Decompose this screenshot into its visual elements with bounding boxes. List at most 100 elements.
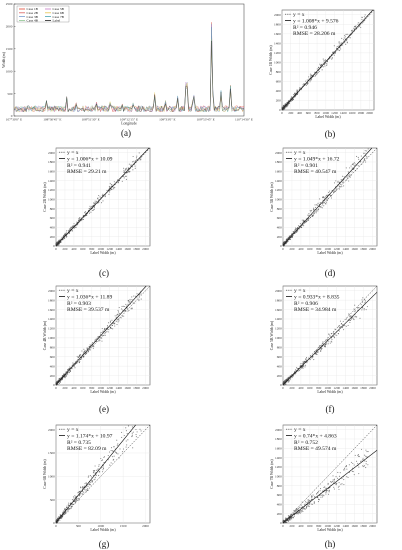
data-point bbox=[346, 476, 348, 478]
data-point bbox=[86, 347, 88, 349]
data-point bbox=[101, 195, 103, 197]
data-point bbox=[121, 431, 123, 433]
data-point bbox=[138, 300, 140, 302]
data-point bbox=[326, 198, 328, 200]
data-point bbox=[360, 304, 362, 306]
data-point bbox=[74, 226, 76, 228]
y-tick-label: 600 bbox=[277, 216, 282, 220]
data-point bbox=[325, 194, 327, 196]
panel-caption: (b) bbox=[325, 129, 336, 139]
data-point bbox=[316, 68, 318, 70]
data-point bbox=[324, 203, 327, 205]
x-tick-label: 1600 bbox=[351, 524, 358, 528]
x-tick-label: 2000 bbox=[369, 524, 376, 528]
data-point bbox=[321, 347, 323, 349]
data-point bbox=[341, 43, 343, 46]
data-point bbox=[295, 508, 297, 510]
legend-entry: Case 6B bbox=[53, 11, 65, 15]
data-point bbox=[67, 508, 69, 510]
data-point bbox=[354, 316, 356, 318]
data-point bbox=[128, 170, 130, 172]
data-point bbox=[90, 481, 92, 483]
y-tick-label: 0 bbox=[280, 244, 282, 248]
data-point bbox=[351, 317, 353, 319]
data-point bbox=[80, 217, 82, 219]
x-tick-label: 1800 bbox=[133, 247, 140, 251]
data-point bbox=[136, 293, 138, 295]
data-point bbox=[304, 507, 306, 510]
data-point bbox=[123, 315, 125, 317]
data-point bbox=[364, 150, 366, 152]
data-point bbox=[302, 367, 304, 369]
y-tick-label: 1800 bbox=[48, 298, 55, 302]
data-point bbox=[113, 446, 115, 448]
data-point bbox=[332, 479, 334, 481]
data-point bbox=[109, 321, 111, 323]
data-point bbox=[64, 377, 66, 379]
data-point bbox=[72, 496, 74, 498]
data-point bbox=[302, 511, 304, 513]
x-tick-label: 0 bbox=[281, 111, 283, 115]
y-tick-label: 200 bbox=[277, 374, 282, 378]
data-point bbox=[297, 513, 299, 515]
x-tick-label: 600 bbox=[80, 386, 85, 390]
data-point bbox=[310, 498, 313, 500]
data-point bbox=[341, 37, 343, 39]
data-point bbox=[73, 227, 75, 229]
data-point bbox=[93, 203, 95, 205]
data-point bbox=[363, 465, 365, 467]
data-point bbox=[139, 293, 141, 295]
data-point bbox=[72, 362, 74, 364]
data-point bbox=[102, 469, 104, 471]
data-point bbox=[123, 175, 125, 177]
data-point bbox=[318, 70, 321, 72]
plot-frame bbox=[13, 3, 245, 117]
data-point bbox=[102, 466, 104, 468]
x-axis-label: Label Width (m) bbox=[90, 251, 116, 255]
data-point bbox=[282, 243, 284, 245]
data-point bbox=[136, 158, 138, 160]
data-point bbox=[66, 370, 68, 372]
data-point bbox=[68, 232, 71, 234]
data-point bbox=[111, 456, 113, 458]
data-point bbox=[343, 483, 345, 486]
data-point bbox=[357, 454, 359, 456]
data-point bbox=[128, 163, 130, 165]
series-line bbox=[13, 39, 245, 113]
data-point bbox=[326, 489, 328, 491]
data-point bbox=[333, 337, 336, 339]
data-point bbox=[357, 22, 359, 24]
panel-g: (g)00500500100010001500150020002000Label… bbox=[43, 424, 151, 549]
data-point bbox=[135, 436, 137, 438]
data-point bbox=[323, 486, 325, 488]
r-squared: R² = 0.903 bbox=[67, 301, 91, 307]
r-squared: R² = 0.735 bbox=[67, 440, 91, 446]
data-point bbox=[340, 48, 342, 50]
data-point bbox=[120, 317, 122, 319]
data-point bbox=[106, 189, 108, 191]
data-point bbox=[116, 444, 118, 446]
data-point bbox=[93, 471, 95, 473]
data-point bbox=[335, 189, 337, 191]
data-point bbox=[62, 239, 64, 241]
data-point bbox=[91, 209, 93, 212]
data-point bbox=[74, 367, 76, 369]
data-point bbox=[104, 334, 106, 336]
data-point bbox=[62, 510, 64, 512]
data-point bbox=[314, 71, 316, 73]
y-tick-label: 1400 bbox=[275, 179, 282, 183]
data-point bbox=[288, 379, 290, 381]
data-point bbox=[294, 230, 296, 232]
data-point bbox=[353, 464, 355, 466]
data-point bbox=[317, 490, 319, 492]
data-point bbox=[353, 162, 355, 164]
x-tick-label: 800 bbox=[315, 111, 320, 115]
data-point bbox=[327, 493, 330, 495]
data-point bbox=[65, 231, 67, 233]
data-point bbox=[304, 508, 306, 510]
data-point bbox=[291, 235, 293, 237]
y-tick-label: 800 bbox=[50, 345, 55, 349]
